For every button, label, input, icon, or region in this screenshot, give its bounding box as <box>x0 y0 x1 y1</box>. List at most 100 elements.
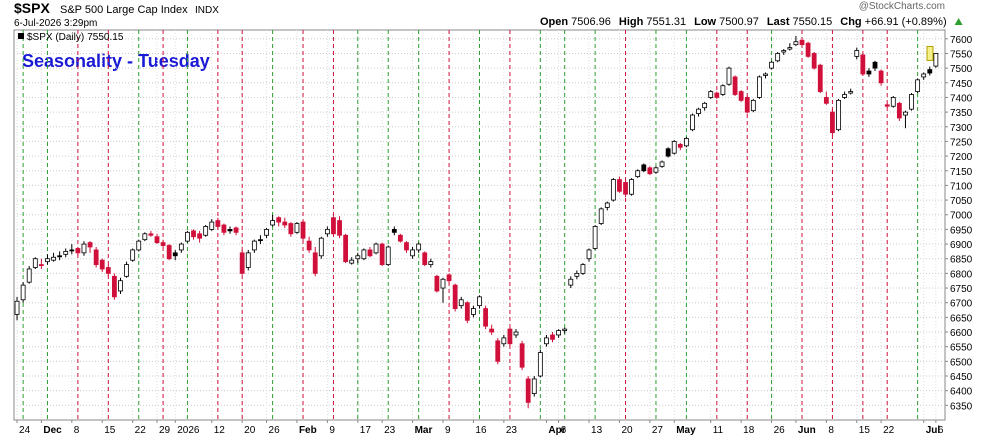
candle-body <box>702 102 708 109</box>
candle-body <box>270 220 276 226</box>
y-tick-label: 6950 <box>950 225 973 236</box>
candle-body <box>191 230 196 238</box>
y-tick-label: 6850 <box>950 255 973 266</box>
candle-body <box>823 97 829 104</box>
candle-body <box>312 252 318 274</box>
candle-body <box>136 240 142 251</box>
candle-body <box>738 91 744 101</box>
candle-body <box>927 69 933 74</box>
y-tick-label: 7100 <box>950 181 973 192</box>
candle-body <box>197 233 202 239</box>
candle-body <box>769 61 774 69</box>
candle-body <box>349 259 355 264</box>
candle-body <box>915 79 921 92</box>
x-tick-label: 29 <box>159 425 171 436</box>
y-tick-label: 7250 <box>950 137 973 148</box>
candle-body <box>14 300 20 315</box>
candle-body <box>57 255 63 258</box>
quote-value: 7550.15 <box>793 16 833 28</box>
candle-body <box>221 224 227 233</box>
candle-body <box>598 208 604 224</box>
y-tick-label: 6700 <box>950 299 973 310</box>
candle-body <box>130 249 136 261</box>
candle-body <box>391 228 397 233</box>
y-tick-label: 6500 <box>950 357 973 368</box>
candle-body <box>659 161 665 167</box>
candle-body <box>793 41 799 46</box>
x-tick-label: 2026 <box>177 425 200 436</box>
candle-body <box>690 114 695 131</box>
candle-body <box>866 70 872 75</box>
x-tick-label: 26 <box>269 425 281 436</box>
candle-body <box>227 228 233 232</box>
candle-body <box>324 228 330 235</box>
candle-body <box>276 217 282 223</box>
candle-body <box>775 53 781 62</box>
candle-body <box>696 108 701 114</box>
quote-value: +66.91 (+0.89%) <box>865 16 947 28</box>
candle-body <box>178 243 184 251</box>
candle-body <box>185 231 190 242</box>
candle-body <box>69 249 75 252</box>
y-tick-label: 7000 <box>950 211 973 222</box>
x-tick-label: 26 <box>774 425 786 436</box>
x-tick-label: 9 <box>329 425 335 436</box>
candle-body <box>489 328 495 333</box>
candle-body <box>239 252 245 274</box>
x-tick-label: 22 <box>883 425 895 436</box>
candle-body <box>154 236 160 243</box>
candle-body <box>604 202 610 208</box>
x-tick-label: Jun <box>798 425 816 436</box>
x-tick-label: Mar <box>415 425 433 436</box>
candle-body <box>63 250 69 255</box>
x-tick-label: Apr <box>548 425 565 436</box>
x-tick-label: Jul <box>926 425 941 436</box>
candle-body <box>860 54 866 75</box>
candle-body <box>318 237 324 257</box>
y-tick-label: 6550 <box>950 343 973 354</box>
candle-body <box>483 308 488 327</box>
candle-body <box>830 111 835 134</box>
candle-body <box>422 252 428 265</box>
x-tick-label: 6 <box>938 425 944 436</box>
candle-body <box>519 343 525 368</box>
y-tick-label: 7600 <box>950 35 973 46</box>
candle-body <box>233 227 239 233</box>
candle-body <box>586 249 592 260</box>
candle-body <box>379 243 385 265</box>
quote-label: High <box>619 16 644 28</box>
candle-body <box>404 242 409 251</box>
candle-body <box>562 328 568 331</box>
candle-body <box>38 264 44 266</box>
y-tick-label: 7350 <box>950 108 973 119</box>
candle-body <box>148 233 154 236</box>
candle-body <box>842 94 847 98</box>
candle-body <box>87 242 93 248</box>
x-tick-label: 8 <box>74 425 80 436</box>
quote-label: Low <box>694 16 716 28</box>
candle-body <box>343 234 349 263</box>
candle-body <box>708 91 714 98</box>
candle-body <box>355 255 361 260</box>
candle-body <box>251 240 257 251</box>
candle-body <box>537 352 543 377</box>
candle-body <box>75 248 81 254</box>
candle-body <box>531 378 537 395</box>
symbol: $SPX <box>14 0 50 16</box>
candle-body <box>81 243 87 254</box>
candle-body <box>714 92 720 98</box>
candle-body <box>732 76 738 95</box>
candle-body <box>647 167 653 175</box>
candle-body <box>477 296 482 307</box>
candle-body <box>367 249 373 257</box>
candle-body <box>464 302 470 321</box>
candle-body <box>878 70 884 84</box>
candle-body <box>677 143 683 148</box>
candle-body <box>811 53 817 69</box>
y-tick-label: 7550 <box>950 49 973 60</box>
x-tick-label: 24 <box>19 425 31 436</box>
x-tick-label: 17 <box>360 425 372 436</box>
y-tick-label: 7050 <box>950 196 973 207</box>
candle-body <box>385 246 391 265</box>
